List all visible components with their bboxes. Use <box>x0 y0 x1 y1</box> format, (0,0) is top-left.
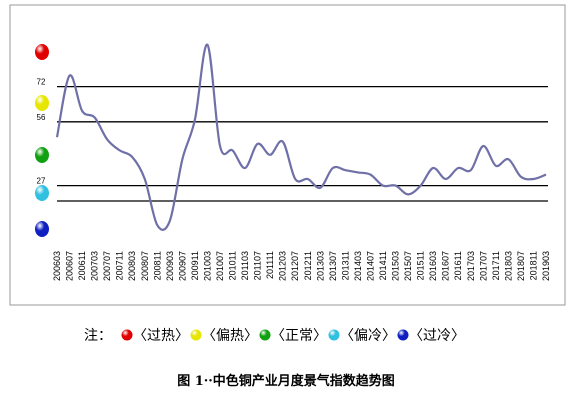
x-tick-label: 201511 <box>416 251 426 280</box>
x-tick-label: 200707 <box>102 251 112 281</box>
x-tick-label: 201311 <box>340 251 350 280</box>
legend-label: 〈偏热〉 <box>202 328 258 344</box>
x-tick-label: 201711 <box>491 251 501 280</box>
x-tick-label: 200703 <box>90 251 100 281</box>
legend-ball <box>259 329 271 341</box>
x-tick-label: 201811 <box>528 251 538 280</box>
zone-ball <box>35 44 49 60</box>
x-tick-label: 201103 <box>240 251 250 280</box>
legend-label: 〈正常〉 <box>271 328 327 344</box>
y-tick-label: 27 <box>37 177 46 186</box>
x-tick-label: 201803 <box>503 251 513 281</box>
legend-label: 〈偏冷〉 <box>340 328 396 344</box>
x-tick-label: 201403 <box>353 251 363 281</box>
legend-ball <box>328 329 340 341</box>
legend-ball <box>121 329 133 341</box>
x-tick-label: 201203 <box>278 251 288 281</box>
x-tick-label: 200811 <box>152 251 162 280</box>
x-tick-label: 201707 <box>478 251 488 281</box>
x-tick-label: 201007 <box>215 251 225 281</box>
x-tick-label: 201003 <box>202 251 212 281</box>
x-tick-label: 200903 <box>165 251 175 281</box>
x-tick-label: 201011 <box>228 251 238 280</box>
x-tick-label: 201507 <box>403 251 413 281</box>
zone-ball <box>35 147 49 163</box>
x-tick-label: 201411 <box>378 251 388 280</box>
y-tick-label: 56 <box>37 113 46 122</box>
zone-ball <box>35 95 49 111</box>
x-tick-label: 201611 <box>453 251 463 280</box>
x-tick-label: 201211 <box>303 251 313 280</box>
x-tick-label: 201603 <box>428 251 438 281</box>
x-tick-label: 200807 <box>140 251 150 281</box>
legend-ball <box>190 329 202 341</box>
x-tick-label: 201807 <box>516 251 526 281</box>
x-tick-label: 201503 <box>391 251 401 281</box>
x-tick-label: 201307 <box>328 251 338 281</box>
x-tick-label: 201303 <box>315 251 325 281</box>
x-tick-label: 200711 <box>115 251 125 280</box>
zone-ball <box>35 221 49 237</box>
x-tick-label: 201703 <box>466 251 476 281</box>
x-tick-label: 200911 <box>190 251 200 280</box>
x-tick-label: 201207 <box>290 251 300 281</box>
zone-ball <box>35 185 49 201</box>
legend-label: 〈过冷〉 <box>409 328 465 344</box>
x-tick-label: 201903 <box>541 251 551 281</box>
legend-note: 注： <box>84 328 112 344</box>
legend-ball <box>397 329 409 341</box>
x-tick-label: 201407 <box>365 251 375 281</box>
x-tick-label: 201607 <box>441 251 451 281</box>
x-tick-label: 200611 <box>77 251 87 280</box>
chart-frame <box>9 4 566 306</box>
x-tick-label: 200607 <box>65 251 75 281</box>
chart-title: 图 1··中色铜产业月度景气指数趋势图 <box>177 373 395 389</box>
x-tick-label: 201107 <box>253 251 263 280</box>
data-line <box>55 43 547 231</box>
x-tick-label: 200803 <box>127 251 137 281</box>
x-tick-label: 201111 <box>265 251 275 279</box>
x-tick-label: 200603 <box>52 251 62 281</box>
y-tick-label: 72 <box>37 78 46 87</box>
x-tick-label: 200907 <box>177 251 187 281</box>
legend-label: 〈过热〉 <box>133 328 189 344</box>
